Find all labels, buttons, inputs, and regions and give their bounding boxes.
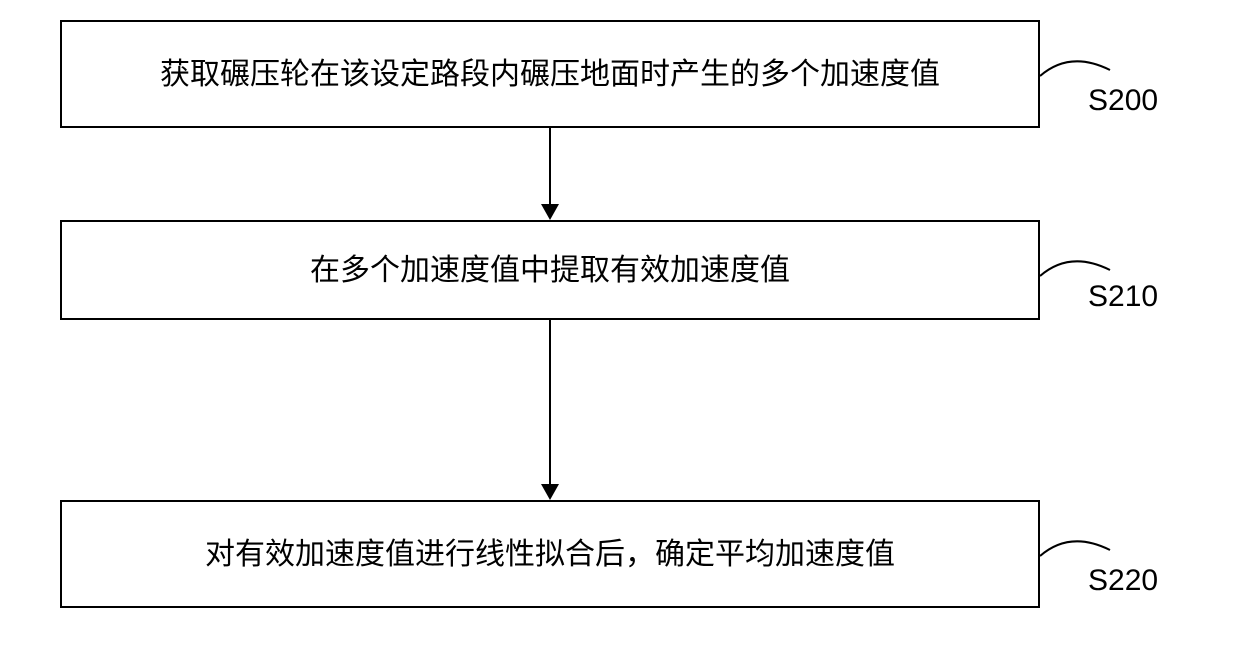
step-box-s200: 获取碾压轮在该设定路段内碾压地面时产生的多个加速度值 — [60, 20, 1040, 128]
arrow-2-wrap — [60, 320, 1040, 500]
step-text-s200: 获取碾压轮在该设定路段内碾压地面时产生的多个加速度值 — [160, 52, 940, 97]
step-label-s200: S200 — [1088, 84, 1158, 118]
step-box-s210: 在多个加速度值中提取有效加速度值 — [60, 220, 1040, 320]
step-label-s220: S220 — [1088, 564, 1158, 598]
step-label-s210: S210 — [1088, 280, 1158, 314]
step-text-s210: 在多个加速度值中提取有效加速度值 — [310, 248, 790, 293]
step-box-s220: 对有效加速度值进行线性拟合后，确定平均加速度值 — [60, 500, 1040, 608]
arrow-1-wrap — [60, 128, 1040, 220]
arrow-1 — [549, 128, 551, 220]
arrow-2 — [549, 320, 551, 500]
step-text-s220: 对有效加速度值进行线性拟合后，确定平均加速度值 — [205, 532, 895, 577]
